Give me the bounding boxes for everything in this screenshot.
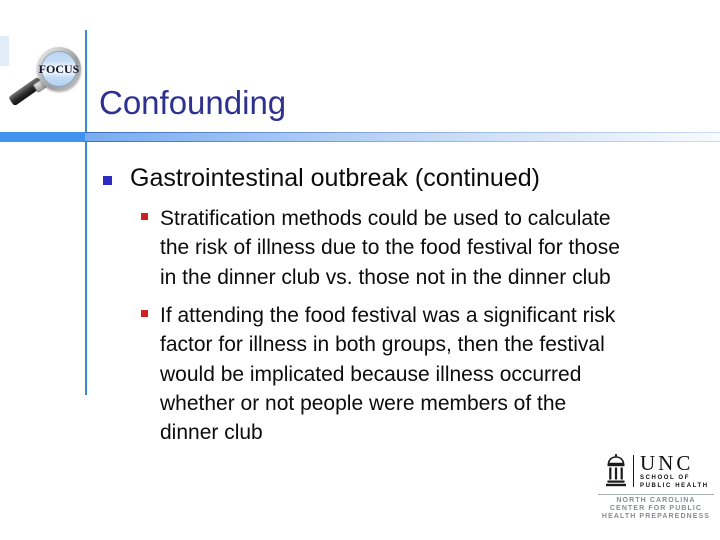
rule-top-edge bbox=[85, 132, 720, 133]
magnifier-lens-icon bbox=[41, 51, 77, 87]
unc-school-line: SCHOOL OF bbox=[640, 474, 690, 481]
sub-bullet-block-2: If attending the food festival was a sig… bbox=[141, 301, 705, 447]
sub-bullet-line: dinner club bbox=[160, 421, 263, 445]
unc-acronym: UNC bbox=[640, 450, 694, 475]
unc-logo-text: UNC SCHOOL OF PUBLIC HEALTH bbox=[640, 450, 709, 490]
unc-logo-top: UNC SCHOOL OF PUBLIC HEALTH bbox=[596, 452, 716, 490]
unc-center-line: CENTER FOR PUBLIC bbox=[609, 505, 703, 512]
level1-bullet-text: Gastrointestinal outbreak (continued) bbox=[130, 164, 540, 192]
title-underline-rule bbox=[0, 132, 720, 142]
sub-bullet-line: Stratification methods could be used to … bbox=[160, 207, 611, 230]
unc-logo-rule bbox=[598, 494, 714, 495]
page-edge-strip bbox=[0, 36, 9, 66]
rule-solid-segment bbox=[0, 132, 85, 142]
rule-bottom-edge bbox=[85, 141, 720, 142]
sub-bullet-block-1: Stratification methods could be used to … bbox=[141, 204, 705, 292]
unc-center-line: HEALTH PREPAREDNESS bbox=[601, 513, 711, 520]
sub-bullet-line: If attending the food festival was a sig… bbox=[160, 304, 616, 327]
sub-bullet-line: factor for illness in both groups, then … bbox=[160, 333, 605, 357]
level2-bullet-icon bbox=[141, 213, 148, 220]
sub-bullet-line: would be implicated because illness occu… bbox=[160, 362, 582, 386]
unc-logo: UNC SCHOOL OF PUBLIC HEALTH NORTH CAROLI… bbox=[596, 452, 716, 521]
sub-bullet-line: whether or not people were members of th… bbox=[160, 391, 567, 415]
slide-title: Confounding bbox=[99, 84, 287, 121]
sub-bullet-line: in the dinner club vs. those not in the … bbox=[160, 265, 611, 289]
unc-school-line: PUBLIC HEALTH bbox=[640, 483, 709, 489]
rule-gradient-segment bbox=[85, 132, 720, 142]
focus-logo-label: FOCUS bbox=[38, 61, 80, 76]
sub-bullet-line: the risk of illness due to the food fest… bbox=[160, 236, 620, 260]
level2-bullet-icon bbox=[141, 310, 148, 317]
unc-center-line: NORTH CAROLINA bbox=[616, 497, 696, 504]
rule-gradient-fill bbox=[85, 133, 720, 141]
unc-old-well-icon bbox=[606, 454, 626, 487]
vertical-divider-line bbox=[85, 30, 87, 395]
level1-bullet-icon bbox=[103, 176, 112, 185]
focus-magnifier-logo: FOCUS bbox=[0, 18, 90, 107]
unc-logo-divider bbox=[633, 455, 634, 487]
